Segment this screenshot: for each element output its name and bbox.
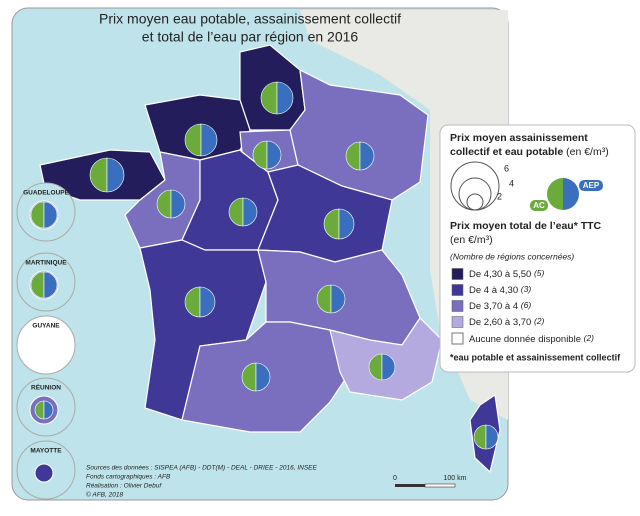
class-range: De 3,70 à 4 bbox=[469, 301, 518, 312]
class-swatch bbox=[451, 316, 464, 328]
size-label: 2 bbox=[497, 191, 502, 201]
total-title: Prix moyen total de l’eau* TTC bbox=[450, 220, 602, 232]
class-label: De 2,60 à 3,70 (2) bbox=[469, 316, 545, 327]
class-label: De 3,70 à 4 (6) bbox=[469, 300, 531, 311]
pie-ac bbox=[30, 201, 45, 229]
class-count: (2) bbox=[534, 316, 545, 326]
pie-aep bbox=[199, 286, 216, 318]
pie-aep bbox=[359, 141, 375, 171]
legend-title: collectif et eau potable (en €/m³) bbox=[450, 146, 609, 158]
title-line-1: Prix moyen eau potable, assainissement c… bbox=[99, 11, 401, 27]
legend-title: Prix moyen assainissement bbox=[450, 132, 588, 144]
pie-ac bbox=[316, 284, 332, 314]
pie-ac bbox=[30, 271, 45, 299]
aep-badge bbox=[579, 180, 603, 191]
legend-classes: De 4,30 à 5,50 (5)De 4 à 4,30 (3)De 3,70… bbox=[451, 268, 545, 328]
inset-land bbox=[34, 463, 54, 483]
scale-segment bbox=[424, 483, 456, 488]
pie-aep bbox=[170, 189, 186, 219]
scale-bar: 0 100 km bbox=[393, 475, 467, 488]
inset-circle bbox=[16, 315, 76, 375]
class-swatch bbox=[451, 284, 464, 296]
pie-aep bbox=[200, 123, 218, 157]
pie-aep bbox=[242, 197, 258, 227]
no-data-count: (2) bbox=[584, 333, 595, 343]
pie-aep bbox=[338, 208, 355, 240]
pie-ac bbox=[34, 400, 45, 420]
pie-aep bbox=[255, 362, 271, 392]
pie-ac bbox=[547, 178, 563, 210]
pie-ac bbox=[184, 123, 202, 157]
pie-ac bbox=[323, 208, 340, 240]
pie-aep bbox=[276, 81, 294, 115]
source-line: Sources des données : SISPEA (AFB) - DDT… bbox=[86, 465, 317, 472]
pie-aep bbox=[43, 400, 54, 420]
inset-label: GUADELOUPE bbox=[23, 190, 70, 197]
pie-aep bbox=[381, 353, 396, 381]
pie-ac bbox=[89, 157, 108, 193]
class-count: (3) bbox=[521, 284, 532, 294]
no-data-label: Aucune donnée disponible (2) bbox=[469, 333, 594, 344]
pie-aep bbox=[330, 284, 346, 314]
pie-aep bbox=[106, 157, 125, 193]
inset-label: GUYANE bbox=[32, 323, 60, 330]
pie-ac bbox=[473, 424, 487, 450]
aep-label: AEP bbox=[583, 181, 600, 190]
pie-ac bbox=[345, 141, 361, 171]
size-label: 4 bbox=[509, 178, 514, 188]
pie-ac bbox=[184, 286, 201, 318]
footnote: *eau potable et assainissement collectif bbox=[450, 352, 621, 362]
source-line: © AFB, 2018 bbox=[86, 491, 123, 499]
class-count: (6) bbox=[521, 300, 532, 310]
legend-title-part: collectif et eau potable bbox=[450, 146, 563, 158]
pie-ac bbox=[252, 140, 268, 170]
sources: Sources des données : SISPEA (AFB) - DDT… bbox=[86, 465, 317, 499]
pies bbox=[89, 81, 499, 450]
no-data-text: Aucune donnée disponible bbox=[469, 334, 581, 345]
class-label: De 4,30 à 5,50 (5) bbox=[469, 268, 545, 279]
pie-ac bbox=[156, 189, 172, 219]
class-swatch bbox=[451, 300, 464, 312]
pie-ac bbox=[260, 81, 278, 115]
scale-distance: 100 km bbox=[444, 475, 467, 482]
pie-aep bbox=[43, 201, 58, 229]
class-range: De 2,60 à 3,70 bbox=[469, 317, 531, 328]
pie-ac bbox=[368, 353, 383, 381]
no-data-swatch bbox=[451, 332, 464, 345]
inset-label: RÉUNION bbox=[31, 383, 61, 392]
class-range: De 4 à 4,30 bbox=[469, 285, 518, 296]
count-note: (Nombre de régions concernées) bbox=[450, 251, 574, 261]
ac-badge bbox=[530, 200, 548, 211]
inset-label: MAYOTTE bbox=[30, 448, 62, 455]
source-line: Réalisation : Olivier Debuf bbox=[86, 483, 162, 490]
overseas: GUADELOUPE MARTINIQUE GUYANE RÉUNION MAYOTTE bbox=[16, 182, 76, 500]
pie-aep bbox=[563, 178, 579, 210]
legend: Prix moyen assainissement collectif et e… bbox=[439, 124, 636, 373]
pie-aep bbox=[485, 424, 499, 450]
class-range: De 4,30 à 5,50 bbox=[469, 269, 531, 280]
class-count: (5) bbox=[534, 268, 545, 278]
pie-aep bbox=[266, 140, 282, 170]
legend-unit: (en €/m³) bbox=[566, 146, 609, 158]
pie-ac bbox=[241, 362, 257, 392]
pie-aep bbox=[43, 271, 58, 299]
size-label: 6 bbox=[504, 163, 509, 173]
total-unit: (en €/m³) bbox=[450, 234, 493, 246]
source-line: Fonds cartographiques : AFB bbox=[86, 474, 171, 481]
ac-label: AC bbox=[533, 201, 545, 210]
scale-zero: 0 bbox=[393, 475, 397, 482]
size-circle bbox=[466, 193, 484, 211]
title-line-2: et total de l’eau par région en 2016 bbox=[142, 29, 359, 45]
class-swatch bbox=[451, 268, 464, 280]
pie-ac bbox=[228, 197, 244, 227]
class-label: De 4 à 4,30 (3) bbox=[469, 284, 531, 295]
scale-segment bbox=[395, 484, 425, 487]
inset-label: MARTINIQUE bbox=[25, 260, 67, 267]
